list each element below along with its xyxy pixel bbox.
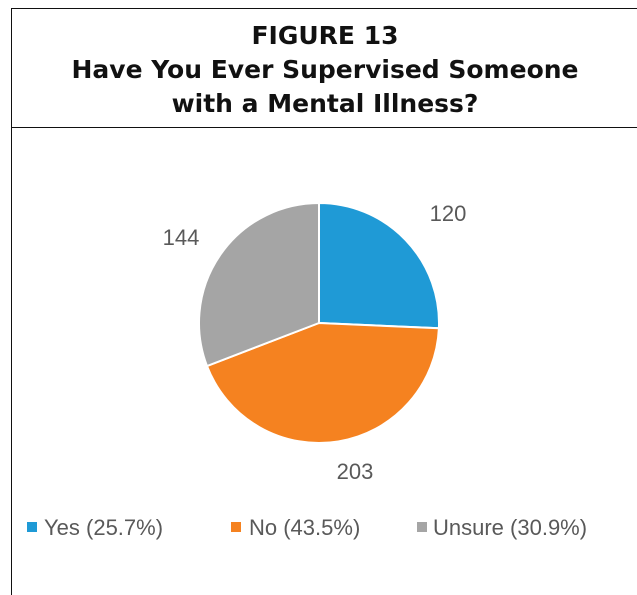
legend-swatch-unsure (417, 522, 427, 532)
legend-label-yes: Yes (25.7%) (44, 515, 163, 540)
pie-slices (198, 201, 440, 444)
pie-slice-unsure (198, 201, 320, 368)
pie-slice-no (205, 321, 440, 444)
figure-label: FIGURE 13 (251, 21, 399, 50)
data-label-no: 203 (337, 459, 374, 484)
figure-title-line-1: Have You Ever Supervised Someone (71, 55, 579, 84)
data-label-yes: 120 (430, 201, 467, 226)
chart-legend: Yes (25.7%) No (43.5%) Unsure (30.9%) (27, 515, 587, 540)
pie-data-labels: 120 203 144 (163, 201, 467, 484)
legend-swatch-yes (27, 522, 37, 532)
data-label-unsure: 144 (163, 225, 200, 250)
figure-title-box: FIGURE 13 Have You Ever Supervised Someo… (12, 9, 637, 128)
legend-swatch-no (231, 522, 241, 532)
figure-frame: FIGURE 13 Have You Ever Supervised Someo… (11, 8, 637, 595)
pie-slice-yes (318, 201, 440, 330)
legend-label-no: No (43.5%) (249, 515, 360, 540)
figure-title-line-2: with a Mental Illness? (171, 89, 479, 118)
legend-label-unsure: Unsure (30.9%) (433, 515, 587, 540)
